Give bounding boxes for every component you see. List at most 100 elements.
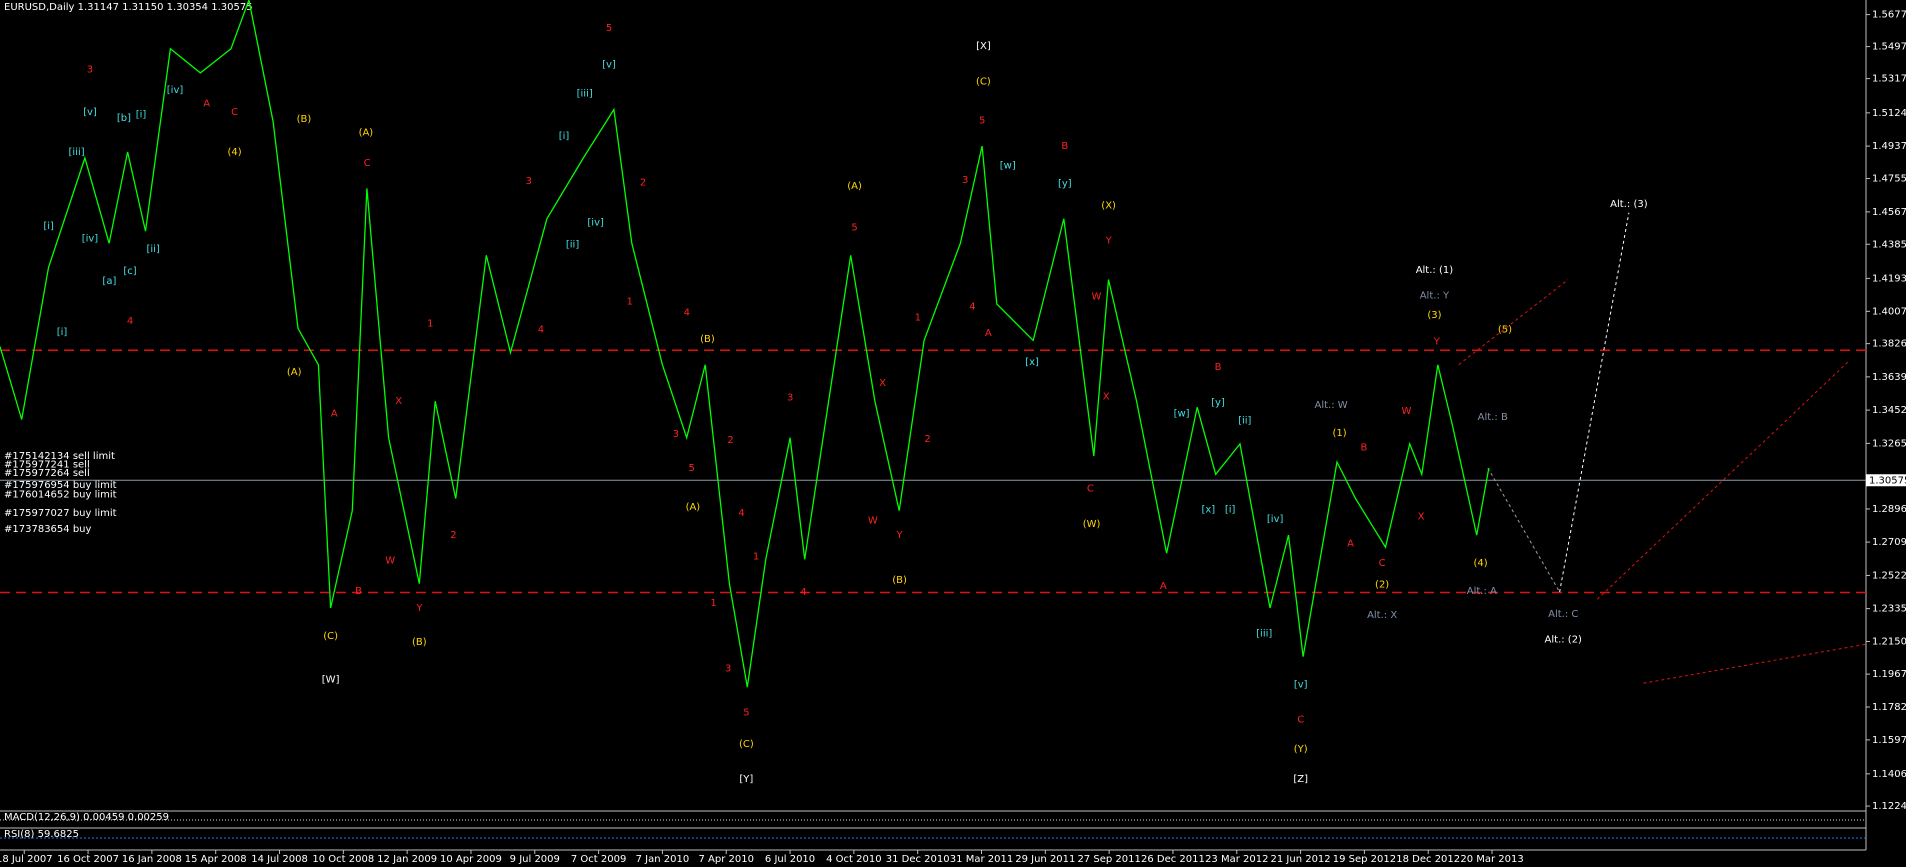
wave-label: 4 (738, 508, 744, 519)
wave-label: [x] (1025, 357, 1039, 368)
trend-line (1458, 279, 1569, 366)
wave-label: 4 (800, 587, 806, 598)
wave-label: A (203, 98, 210, 109)
wave-label: C (1379, 558, 1386, 569)
wave-label: Alt.: (2) (1545, 634, 1583, 645)
wave-label: 3 (673, 429, 679, 440)
x-tick-label: 6 Jul 2010 (765, 854, 815, 865)
y-tick-label: 1.53170 (1872, 74, 1906, 85)
wave-label: X (395, 396, 402, 407)
order-label: #175977264 sell (4, 468, 90, 479)
symbol-header: EURUSD,Daily 1.31147 1.31150 1.30354 1.3… (4, 2, 253, 13)
wave-label: [iv] (1267, 514, 1284, 525)
y-tick-label: 1.14060 (1872, 769, 1906, 780)
wave-label: 1 (626, 296, 632, 307)
wave-label: [v] (83, 107, 97, 118)
wave-label: 2 (924, 434, 930, 445)
y-tick-label: 1.49372 (1872, 141, 1906, 152)
wave-label: 1 (710, 598, 716, 609)
wave-label: (2) (1375, 580, 1389, 591)
wave-label: [i] (559, 131, 570, 142)
x-tick-label: 7 Apr 2010 (698, 854, 753, 865)
trend-line (1559, 212, 1630, 593)
wave-label: Alt.: (3) (1610, 199, 1648, 210)
wave-label: W (1402, 406, 1412, 417)
x-tick-label: 9 Jul 2009 (510, 854, 560, 865)
y-tick-label: 1.19670 (1872, 669, 1906, 680)
wave-label: 4 (684, 307, 690, 318)
wave-label: [iii] (69, 147, 85, 158)
wave-label: Alt.: (1) (1416, 265, 1454, 276)
x-tick-label: 4 Oct 2010 (826, 854, 881, 865)
indicator-label: MACD(12,26,9) 0.00459 0.00259 (4, 812, 169, 823)
wave-label: B (1061, 141, 1068, 152)
y-tick-label: 1.51242 (1872, 108, 1906, 119)
wave-label: B (1215, 362, 1222, 373)
wave-label: [iii] (577, 89, 593, 100)
wave-label: Alt.: C (1548, 609, 1578, 620)
y-tick-label: 1.47550 (1872, 173, 1906, 184)
order-label: #175977027 buy limit (4, 508, 117, 519)
x-tick-label: 16 Jan 2008 (122, 854, 182, 865)
order-label: #175976954 buy limit (4, 480, 117, 491)
y-tick-label: 1.27097 (1872, 537, 1906, 548)
y-tick-label: 1.23355 (1872, 604, 1906, 615)
y-tick-label: 1.25220 (1872, 570, 1906, 581)
wave-label: X (1418, 512, 1425, 523)
wave-label: A (331, 408, 338, 419)
wave-label: (B) (412, 637, 427, 648)
wave-label: A (1347, 538, 1354, 549)
y-tick-label: 1.28960 (1872, 504, 1906, 515)
wave-label: [y] (1058, 179, 1072, 190)
wave-label: W (385, 555, 395, 566)
y-tick-label: 1.45670 (1872, 207, 1906, 218)
wave-label: [iv] (82, 233, 99, 244)
wave-label: X (1103, 391, 1110, 402)
wave-label: A (985, 328, 992, 339)
x-tick-label: 18 Jul 2007 (0, 854, 53, 865)
wave-label: [c] (123, 266, 136, 277)
wave-label: (B) (700, 334, 715, 345)
wave-label: [v] (1294, 679, 1308, 690)
wave-label: [Z] (1293, 774, 1308, 785)
y-tick-label: 1.12247 (1872, 801, 1906, 812)
wave-label: 5 (606, 23, 612, 34)
wave-label: C (1087, 484, 1094, 495)
wave-label: (A) (359, 128, 374, 139)
wave-label: 4 (127, 316, 133, 327)
indicator-label: RSI(8) 59.6825 (4, 829, 79, 840)
wave-label: 2 (450, 530, 456, 541)
x-tick-label: 7 Jan 2010 (636, 854, 690, 865)
wave-label: [X] (976, 41, 991, 52)
y-tick-label: 1.40077 (1872, 306, 1906, 317)
order-label: #175977241 sell (4, 459, 90, 470)
wave-label: Y (1105, 236, 1113, 247)
wave-label: (B) (297, 114, 312, 125)
x-tick-label: 21 Jun 2012 (1271, 854, 1331, 865)
wave-label: (5) (1498, 324, 1512, 335)
wave-label: 1 (915, 312, 921, 323)
wave-label: 3 (526, 176, 532, 187)
wave-label: 3 (787, 393, 793, 404)
wave-label: (X) (1101, 200, 1116, 211)
current-price-box (1866, 474, 1906, 487)
wave-label: Alt.: A (1467, 586, 1497, 597)
x-tick-label: 19 Sep 2012 (1333, 854, 1396, 865)
x-tick-label: 26 Dec 2011 (1141, 854, 1205, 865)
y-tick-label: 1.38260 (1872, 339, 1906, 350)
x-tick-label: 31 Dec 2010 (886, 854, 950, 865)
wave-label: [ii] (146, 244, 159, 255)
wave-label: B (1360, 442, 1367, 453)
wave-label: [i] (1225, 504, 1236, 515)
wave-label: 5 (851, 222, 857, 233)
wave-label: [b] (117, 113, 131, 124)
wave-label: W (1092, 292, 1102, 303)
wave-label: [w] (1000, 160, 1016, 171)
wave-label: [v] (602, 59, 616, 70)
wave-label: Alt.: W (1315, 400, 1348, 411)
price-line (0, 0, 1490, 688)
wave-label: 2 (727, 435, 733, 446)
wave-label: [w] (1174, 408, 1190, 419)
wave-label: (A) (847, 181, 862, 192)
